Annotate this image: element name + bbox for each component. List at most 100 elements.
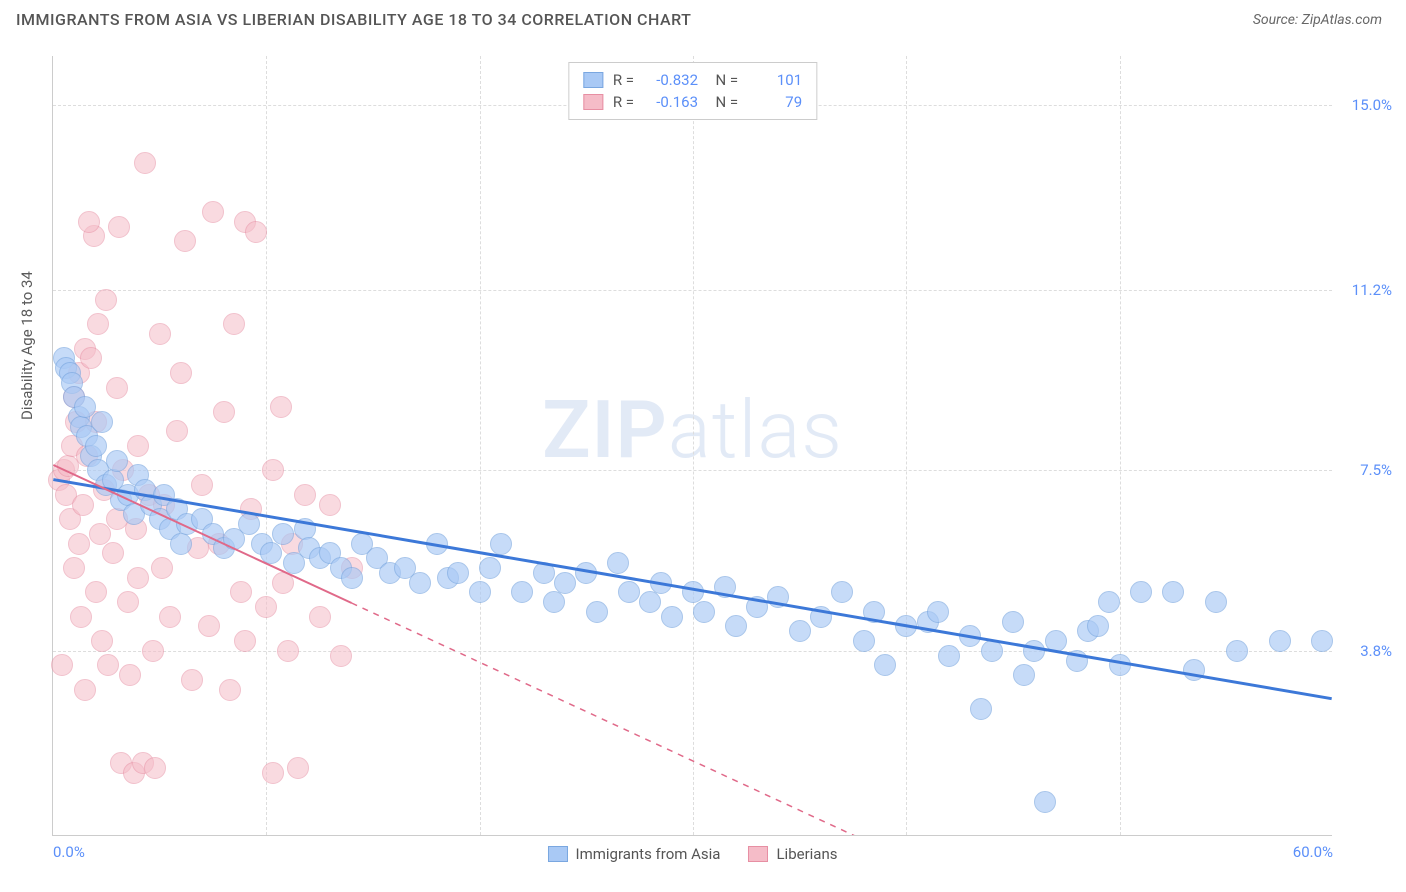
legend-row: R = -0.163 N = 79 bbox=[583, 91, 802, 113]
data-point bbox=[981, 640, 1003, 662]
data-point bbox=[255, 596, 277, 618]
data-point bbox=[272, 572, 294, 594]
data-point bbox=[106, 450, 128, 472]
data-point bbox=[725, 615, 747, 637]
scatter-chart: ZIPatlas R = -0.832 N = 101 R = -0.163 N… bbox=[52, 56, 1332, 836]
data-point bbox=[1269, 630, 1291, 652]
data-point bbox=[554, 572, 576, 594]
data-point bbox=[238, 513, 260, 535]
y-tick-label: 3.8% bbox=[1342, 642, 1392, 660]
data-point bbox=[639, 591, 661, 613]
data-point bbox=[853, 630, 875, 652]
data-point bbox=[78, 211, 100, 233]
data-point bbox=[277, 640, 299, 662]
data-point bbox=[789, 620, 811, 642]
y-tick-label: 7.5% bbox=[1342, 461, 1392, 479]
data-point bbox=[1045, 630, 1067, 652]
correlation-legend: R = -0.832 N = 101 R = -0.163 N = 79 bbox=[568, 62, 817, 120]
data-point bbox=[191, 474, 213, 496]
data-point bbox=[95, 289, 117, 311]
chart-title: IMMIGRANTS FROM ASIA VS LIBERIAN DISABIL… bbox=[16, 10, 691, 29]
data-point bbox=[144, 757, 166, 779]
source-label: Source: ZipAtlas.com bbox=[1253, 12, 1382, 28]
data-point bbox=[262, 762, 284, 784]
data-point bbox=[91, 630, 113, 652]
watermark-light: atlas bbox=[668, 383, 843, 477]
data-point bbox=[219, 679, 241, 701]
data-point bbox=[607, 552, 629, 574]
data-point bbox=[746, 596, 768, 618]
data-point bbox=[272, 523, 294, 545]
data-point bbox=[927, 601, 949, 623]
r-value: -0.832 bbox=[644, 71, 698, 89]
data-point bbox=[70, 606, 92, 628]
data-point bbox=[1087, 615, 1109, 637]
data-point bbox=[767, 586, 789, 608]
data-point bbox=[213, 401, 235, 423]
swatch-icon bbox=[583, 72, 603, 88]
grid-line bbox=[906, 56, 907, 835]
data-point bbox=[97, 654, 119, 676]
r-label: R = bbox=[613, 71, 634, 89]
data-point bbox=[106, 377, 128, 399]
data-point bbox=[134, 152, 156, 174]
series-label: Liberians bbox=[776, 845, 837, 863]
data-point bbox=[533, 562, 555, 584]
data-point bbox=[479, 557, 501, 579]
data-point bbox=[1034, 791, 1056, 813]
data-point bbox=[575, 562, 597, 584]
data-point bbox=[80, 347, 102, 369]
data-point bbox=[330, 645, 352, 667]
data-point bbox=[170, 533, 192, 555]
n-value: 79 bbox=[748, 93, 802, 111]
data-point bbox=[810, 606, 832, 628]
data-point bbox=[51, 654, 73, 676]
data-point bbox=[159, 606, 181, 628]
data-point bbox=[151, 557, 173, 579]
data-point bbox=[68, 533, 90, 555]
data-point bbox=[543, 591, 565, 613]
legend-item: Liberians bbox=[748, 845, 837, 863]
data-point bbox=[260, 542, 282, 564]
data-point bbox=[127, 435, 149, 457]
data-point bbox=[661, 606, 683, 628]
data-point bbox=[693, 601, 715, 623]
y-tick-label: 15.0% bbox=[1342, 96, 1392, 114]
data-point bbox=[174, 230, 196, 252]
r-value: -0.163 bbox=[644, 93, 698, 111]
data-point bbox=[1066, 650, 1088, 672]
data-point bbox=[72, 494, 94, 516]
grid-line bbox=[480, 56, 481, 835]
grid-line bbox=[266, 56, 267, 835]
data-point bbox=[87, 313, 109, 335]
data-point bbox=[270, 396, 292, 418]
data-point bbox=[119, 664, 141, 686]
data-point bbox=[294, 518, 316, 540]
data-point bbox=[287, 757, 309, 779]
data-point bbox=[85, 581, 107, 603]
series-legend: Immigrants from Asia Liberians bbox=[547, 845, 837, 863]
data-point bbox=[117, 591, 139, 613]
data-point bbox=[863, 601, 885, 623]
data-point bbox=[895, 615, 917, 637]
y-tick-label: 11.2% bbox=[1342, 281, 1392, 299]
data-point bbox=[127, 567, 149, 589]
legend-item: Immigrants from Asia bbox=[547, 845, 720, 863]
data-point bbox=[198, 615, 220, 637]
data-point bbox=[202, 201, 224, 223]
data-point bbox=[108, 216, 130, 238]
data-point bbox=[294, 484, 316, 506]
data-point bbox=[1205, 591, 1227, 613]
data-point bbox=[1311, 630, 1333, 652]
y-axis-title: Disability Age 18 to 34 bbox=[18, 271, 36, 420]
data-point bbox=[586, 601, 608, 623]
data-point bbox=[341, 567, 363, 589]
n-label: N = bbox=[708, 71, 738, 89]
x-tick-label: 60.0% bbox=[1293, 843, 1333, 861]
series-label: Immigrants from Asia bbox=[575, 845, 720, 863]
data-point bbox=[1023, 640, 1045, 662]
data-point bbox=[938, 645, 960, 667]
data-point bbox=[1130, 581, 1152, 603]
data-point bbox=[181, 669, 203, 691]
grid-line bbox=[1120, 56, 1121, 835]
